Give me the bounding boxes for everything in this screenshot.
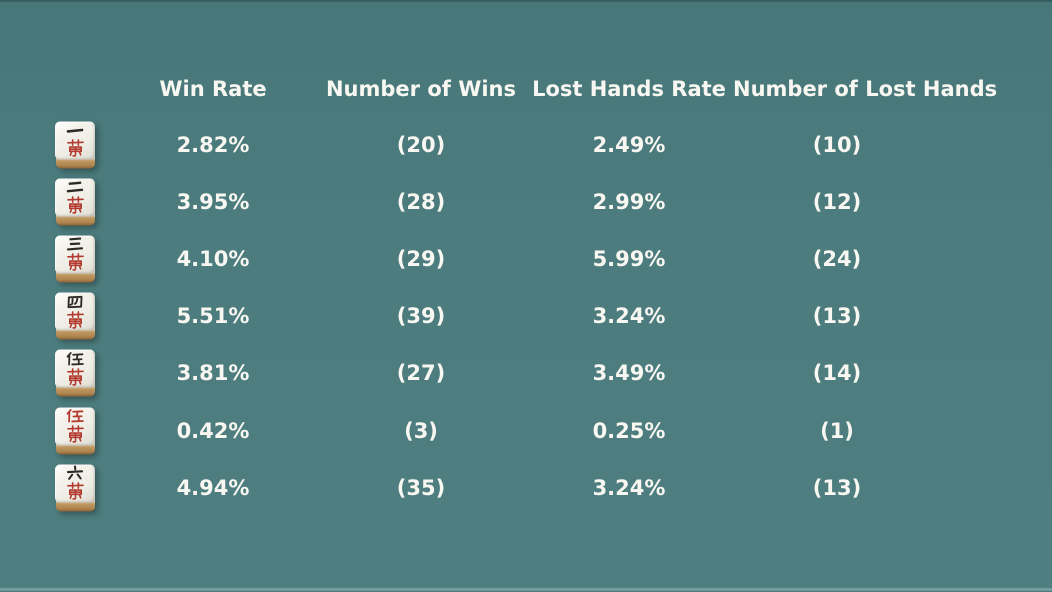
win-rate-value: 3.95% (176, 189, 250, 214)
tile-statistics-table: Win Rate Number of Wins Lost Hands Rate … (0, 62, 1052, 516)
number-of-wins-value: (35) (396, 475, 446, 500)
tile-4-man-icon (55, 292, 95, 340)
win-rate-value: 0.42% (176, 418, 250, 443)
table-row: 3.95% (28) 2.99% (12) (0, 173, 1052, 230)
tile-red-5-man-icon (55, 407, 95, 455)
number-of-wins-value: (29) (396, 246, 446, 271)
number-of-wins-value: (20) (396, 132, 446, 157)
number-of-lost-hands-value: (13) (812, 304, 862, 329)
lost-hands-rate-value: 3.24% (592, 304, 666, 329)
number-of-lost-hands-value: (1) (820, 418, 854, 443)
table-row: 4.94% (35) 3.24% (13) (0, 459, 1052, 516)
column-header-lost-hands-rate: Lost Hands Rate (532, 77, 726, 101)
table-row: 5.51% (39) 3.24% (13) (0, 288, 1052, 345)
tile-face (55, 235, 95, 274)
number-of-lost-hands-value: (10) (812, 132, 862, 157)
win-rate-value: 5.51% (176, 304, 250, 329)
tile-face (55, 121, 95, 160)
table-row: 3.81% (27) 3.49% (14) (0, 345, 1052, 402)
tile-5-man-icon (55, 349, 95, 397)
table-row: 0.42% (3) 0.25% (1) (0, 402, 1052, 459)
win-rate-value: 2.82% (176, 132, 250, 157)
column-header-win-rate: Win Rate (159, 77, 267, 101)
number-of-wins-value: (3) (404, 418, 438, 443)
column-header-number-of-wins: Number of Wins (325, 77, 517, 101)
number-of-lost-hands-value: (13) (812, 475, 862, 500)
win-rate-value: 4.94% (176, 475, 250, 500)
tile-face (55, 407, 95, 446)
table-header-row: Win Rate Number of Wins Lost Hands Rate … (0, 62, 1052, 116)
tile-1-man-icon (55, 121, 95, 169)
number-of-wins-value: (39) (396, 304, 446, 329)
number-of-lost-hands-value: (14) (812, 361, 862, 386)
tile-face (55, 349, 95, 388)
tile-2-man-icon (55, 178, 95, 226)
number-of-lost-hands-value: (24) (812, 246, 862, 271)
number-of-lost-hands-value: (12) (812, 189, 862, 214)
tile-face (55, 292, 95, 331)
win-rate-value: 4.10% (176, 246, 250, 271)
lost-hands-rate-value: 2.49% (592, 132, 666, 157)
screen-bottom-edge (0, 587, 1052, 592)
lost-hands-rate-value: 0.25% (592, 418, 666, 443)
tile-face (55, 178, 95, 217)
tile-face (55, 464, 95, 503)
number-of-wins-value: (27) (396, 361, 446, 386)
lost-hands-rate-value: 5.99% (592, 246, 666, 271)
table-row: 4.10% (29) 5.99% (24) (0, 230, 1052, 287)
lost-hands-rate-value: 3.49% (592, 361, 666, 386)
column-header-number-of-lost-hands: Number of Lost Hands (733, 77, 998, 101)
tile-3-man-icon (55, 235, 95, 283)
lost-hands-rate-value: 2.99% (592, 189, 666, 214)
tile-6-man-icon (55, 464, 95, 512)
win-rate-value: 3.81% (176, 361, 250, 386)
screen-top-edge (0, 0, 1052, 3)
table-row: 2.82% (20) 2.49% (10) (0, 116, 1052, 173)
number-of-wins-value: (28) (396, 189, 446, 214)
lost-hands-rate-value: 3.24% (592, 475, 666, 500)
